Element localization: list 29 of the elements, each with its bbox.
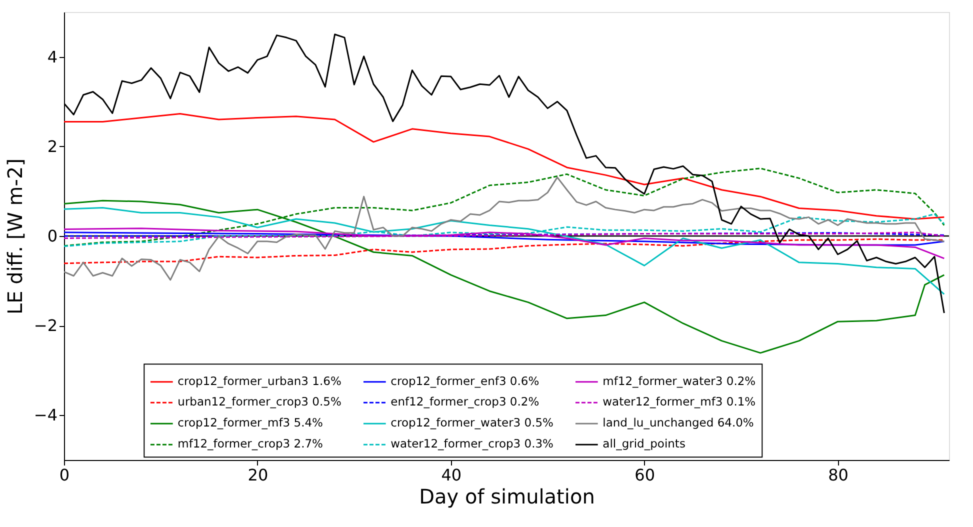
legend-label: mf12_former_crop3 2.7% — [178, 436, 324, 451]
legend-label: all_grid_points — [602, 436, 686, 451]
line-series — [64, 207, 945, 295]
y-tick-label: 0 — [47, 226, 58, 246]
y-tick-label: −2 — [34, 316, 58, 336]
line-series — [64, 112, 945, 220]
legend-label: land_lu_unchanged 64.0% — [602, 416, 754, 430]
x-tick-label: 0 — [59, 466, 70, 484]
legend-label: mf12_former_water3 0.2% — [602, 374, 756, 388]
legend-label: enf12_former_crop3 0.2% — [390, 394, 540, 409]
y-tick-label: 4 — [47, 47, 58, 66]
legend-label: crop12_former_enf3 0.6% — [390, 374, 540, 388]
y-tick-label: −4 — [34, 406, 58, 425]
legend-label: crop12_former_mf3 5.4% — [178, 416, 324, 430]
line-series — [64, 228, 945, 260]
legend-label: water12_former_mf3 0.1% — [602, 394, 756, 409]
line-series — [64, 176, 945, 281]
x-tick-label: 80 — [828, 466, 848, 484]
x-tick-label: 60 — [634, 466, 656, 484]
legend-label: water12_former_crop3 0.3% — [390, 436, 554, 451]
y-axis-title: LE diff. [W m-2] — [2, 158, 27, 315]
x-tick-label: 20 — [248, 466, 268, 484]
line-series — [64, 238, 945, 264]
x-tick-label: 40 — [441, 466, 462, 484]
y-tick-label: 2 — [47, 136, 58, 156]
x-axis-title: Day of simulation — [419, 484, 595, 508]
legend-label: crop12_former_urban3 1.6% — [178, 374, 342, 388]
legend-label: urban12_former_crop3 0.5% — [178, 394, 342, 409]
legend-label: crop12_former_water3 0.5% — [390, 416, 554, 430]
